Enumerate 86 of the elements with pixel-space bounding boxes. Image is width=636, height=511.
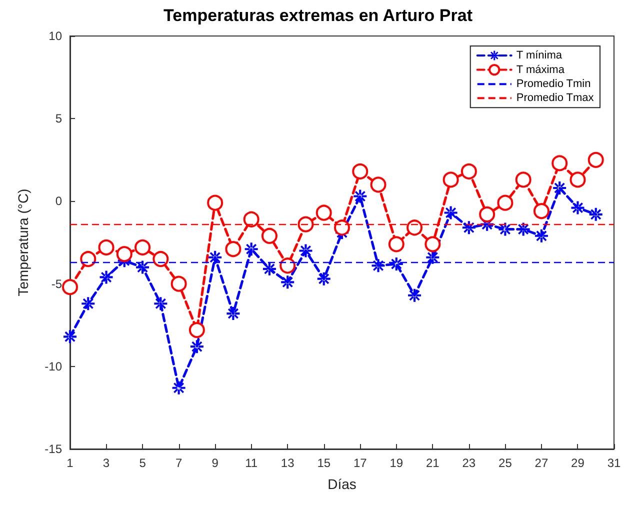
point <box>154 297 168 310</box>
y-tick-label: 10 <box>48 29 62 43</box>
point <box>497 194 514 211</box>
point <box>390 257 403 270</box>
x-tick-label: 31 <box>607 456 621 470</box>
legend-label: Promedio Tmax <box>516 92 594 104</box>
point <box>170 276 187 292</box>
point <box>100 270 113 284</box>
point <box>281 276 294 289</box>
point <box>589 208 602 221</box>
point <box>262 262 276 276</box>
point <box>152 251 169 268</box>
point <box>533 203 550 220</box>
x-tick-label: 27 <box>534 456 548 470</box>
y-tick-label: -15 <box>44 442 62 456</box>
x-axis-title: Días <box>328 476 356 492</box>
point <box>571 201 584 214</box>
x-tick-label: 9 <box>212 456 219 470</box>
point <box>388 236 404 252</box>
point <box>62 279 78 296</box>
chart-title: Temperaturas extremas en Arturo Prat <box>164 6 473 25</box>
point <box>370 176 386 193</box>
point <box>588 152 604 168</box>
point <box>372 259 385 272</box>
point <box>280 258 296 274</box>
point <box>299 244 312 258</box>
point <box>406 220 423 236</box>
point <box>553 181 566 194</box>
point <box>570 172 586 188</box>
point <box>354 190 367 203</box>
x-tick-label: 1 <box>66 456 74 470</box>
x-tick-label: 23 <box>462 456 476 470</box>
point <box>208 250 222 264</box>
point <box>188 322 205 338</box>
x-tick-label: 15 <box>317 456 331 470</box>
point <box>444 206 458 220</box>
point <box>317 272 330 286</box>
point <box>334 220 350 236</box>
x-tick-label: 21 <box>426 456 440 470</box>
point <box>172 381 186 394</box>
point <box>261 228 278 244</box>
x-tick-label: 19 <box>390 456 404 470</box>
legend-label: Promedio Tmin <box>516 78 591 90</box>
point <box>134 239 151 256</box>
point <box>534 229 548 242</box>
point <box>82 297 95 310</box>
point <box>64 330 76 344</box>
point <box>80 251 96 268</box>
point <box>226 307 240 320</box>
point <box>136 260 150 274</box>
point <box>424 236 441 252</box>
point <box>225 241 242 258</box>
y-tick-label: 0 <box>55 194 62 208</box>
y-tick-label: -5 <box>51 276 62 291</box>
legend-label: T máxima <box>516 64 566 76</box>
point <box>479 206 496 222</box>
point <box>462 221 476 234</box>
x-tick-label: 13 <box>280 456 295 470</box>
point <box>552 155 568 172</box>
point <box>116 246 132 262</box>
point <box>244 242 258 256</box>
point <box>207 194 224 211</box>
y-tick-label: 5 <box>55 112 62 126</box>
point <box>316 204 332 221</box>
y-tick-label: -10 <box>44 359 62 374</box>
x-tick-label: 3 <box>102 456 110 470</box>
point <box>516 222 530 236</box>
y-axis-title: Temperatura (°C) <box>15 188 31 296</box>
point <box>243 211 260 228</box>
x-tick-label: 7 <box>175 456 182 470</box>
x-tick-label: 11 <box>245 456 258 470</box>
point <box>190 340 204 354</box>
point <box>298 216 314 232</box>
point <box>460 163 477 180</box>
x-tick-label: 17 <box>353 456 368 470</box>
x-tick-label: 5 <box>139 456 146 470</box>
x-tick-label: 29 <box>571 456 585 470</box>
legend-label: T mínima <box>516 50 563 62</box>
point <box>515 172 532 188</box>
point <box>98 239 114 256</box>
point <box>426 250 440 264</box>
point <box>442 172 459 188</box>
point <box>498 222 512 236</box>
x-tick-label: 25 <box>498 456 512 470</box>
point <box>352 163 368 180</box>
point <box>408 288 422 302</box>
